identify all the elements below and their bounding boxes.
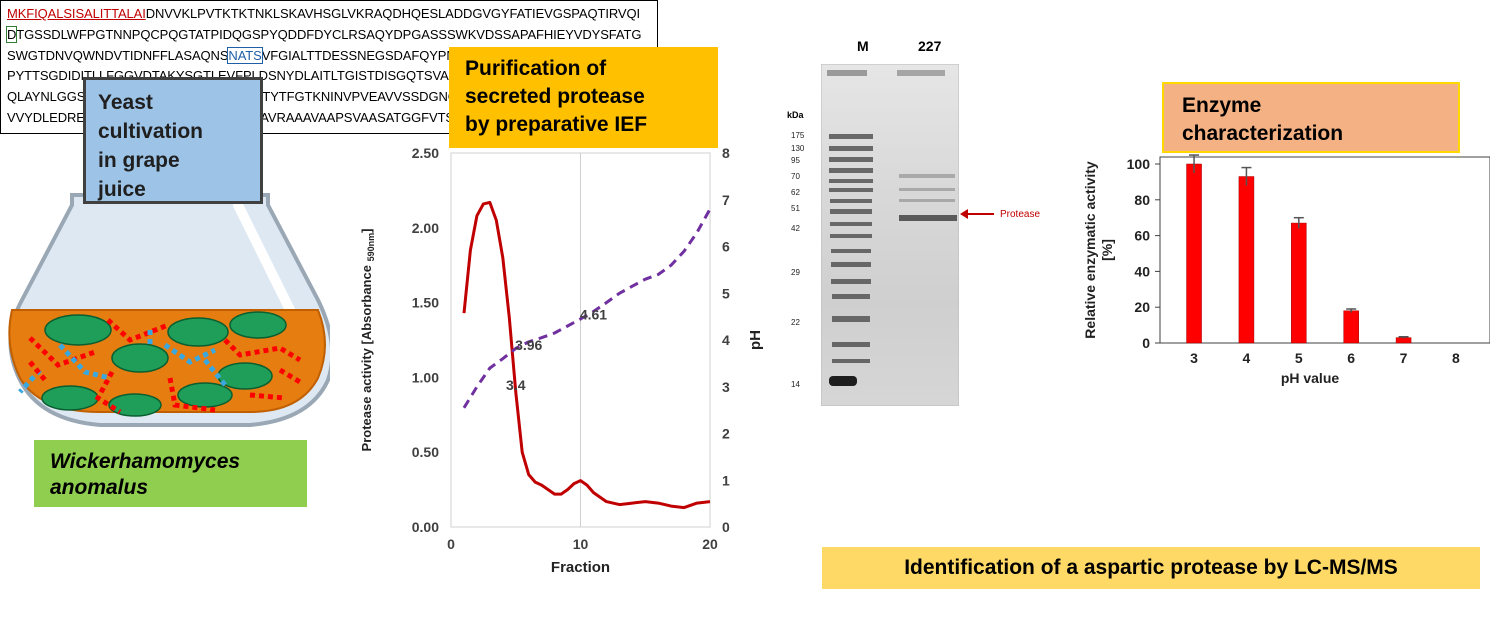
- y-tick-label: 80: [1134, 192, 1150, 208]
- sequence-highlight: MKFIQALSISALITTALAI: [7, 6, 146, 21]
- y-axis-label: Protease activity [Absorbance 590nm]: [359, 229, 376, 452]
- x-tick-label: 5: [1295, 350, 1303, 366]
- bar: [1343, 310, 1359, 344]
- protease-band-label: Protease: [1000, 209, 1041, 220]
- bar: [1186, 163, 1202, 344]
- sequence-highlight: D: [5, 25, 18, 43]
- ph-gradient-line: [462, 208, 712, 409]
- enzyme-title: Enzyme characterization: [1162, 82, 1460, 153]
- x-tick-label: 4: [1243, 350, 1251, 366]
- x-axis-label: pH value: [1281, 370, 1340, 386]
- y-tick-label: 100: [1127, 156, 1151, 172]
- gel-marker-label: 175: [791, 131, 805, 140]
- gel-bands: [820, 63, 960, 407]
- sequence-segment: TGSSDLWFPGTNNPQCPQGTATPIDQGSPYQDDFDYCLRS…: [16, 26, 642, 42]
- x-axis-label: Fraction: [551, 559, 610, 576]
- gel-marker-label: 70: [791, 172, 800, 181]
- sequence-line: DTGSSDLWFPGTNNPQCPQGTATPIDQGSPYQDDFDYCLR…: [5, 25, 651, 46]
- gel-marker-label: 29: [791, 268, 800, 277]
- cultivation-line: Yeast: [98, 91, 153, 114]
- y-axis-label: [%]: [1099, 239, 1115, 261]
- cultivation-label: Yeast cultivation in grape juice: [83, 77, 263, 204]
- ph-activity-chart: 0 20 40 60 80 100 3 4 5 6 7 8 pH value Relative enzym…: [1082, 154, 1490, 386]
- ief-chart: 0.00 0.50 1.00 1.50 2.00 2.50 0 1 2 3 4 5 6 7 8 0 10 20 Fr…: [359, 145, 764, 576]
- protease-activity-line: [462, 200, 711, 510]
- bar: [1238, 176, 1255, 344]
- cultivation-line: in grape: [98, 149, 180, 172]
- cultivation-line: cultivation: [98, 120, 204, 143]
- sequence-segment: DNVVKLPVTKTKTNKLSKAVHSGLVKRAQDHQESLADDGV…: [145, 6, 640, 21]
- enzyme-title-line: characterization: [1182, 122, 1344, 145]
- flask-illustration: [8, 193, 330, 427]
- species-label: Wickerhamomyces anomalus: [34, 440, 307, 507]
- y2-tick-label: 0: [722, 519, 730, 535]
- sds-page-gel: [820, 63, 960, 407]
- gel-marker-label: 14: [791, 380, 800, 389]
- ph-annotation: 3.4: [506, 377, 526, 393]
- gel-unit-label: kDa: [787, 110, 804, 120]
- gel-marker-label: 51: [791, 204, 800, 213]
- cultivation-line: juice: [98, 178, 146, 201]
- gel-marker-label: 62: [791, 188, 800, 197]
- x-tick-label: 10: [573, 536, 589, 552]
- y2-axis-label: pH: [747, 330, 764, 350]
- species-line: Wickerhamomyces: [50, 450, 241, 473]
- gel-lane-label-sample: 227: [918, 38, 942, 54]
- y2-tick-label: 7: [722, 192, 730, 208]
- y2-tick-label: 8: [722, 145, 730, 161]
- y-tick-label: 1.00: [412, 369, 439, 385]
- plot-area: [1159, 156, 1490, 344]
- species-line: anomalus: [50, 476, 149, 499]
- y-tick-label: 0.00: [412, 519, 439, 535]
- y-tick-label: 1.50: [412, 295, 439, 311]
- purification-title: Purification of secreted protease by pre…: [449, 47, 718, 148]
- x-tick-label: 6: [1347, 350, 1355, 366]
- y2-tick-label: 6: [722, 239, 730, 255]
- gel-marker-label: 95: [791, 156, 800, 165]
- y2-tick-label: 4: [722, 332, 730, 348]
- y-tick-label: 60: [1134, 228, 1150, 244]
- y-tick-label: 40: [1134, 263, 1150, 279]
- yeast-cells: [41, 311, 287, 417]
- y-tick-label: 2.50: [412, 145, 439, 161]
- identification-title: Identification of a aspartic protease by…: [822, 547, 1480, 589]
- protease-arrow-icon: [960, 209, 994, 219]
- ph-annotation: 4.61: [580, 306, 607, 322]
- y2-tick-label: 2: [722, 426, 730, 442]
- bar: [1291, 222, 1307, 344]
- y-axis-label: Relative enzymatic activity: [1082, 161, 1098, 339]
- x-tick-label: 3: [1190, 350, 1198, 366]
- y2-tick-label: 5: [722, 285, 730, 301]
- x-tick-label: 0: [447, 536, 455, 552]
- gel-lane-label-m: M: [857, 38, 869, 54]
- purification-title-line: by preparative IEF: [465, 113, 648, 136]
- gel-marker-label: 42: [791, 224, 800, 233]
- y2-tick-label: 1: [722, 472, 730, 488]
- x-tick-label: 20: [702, 536, 718, 552]
- y-tick-label: 0.50: [412, 444, 439, 460]
- enzyme-title-line: Enzyme: [1182, 94, 1262, 117]
- sequence-highlight: NATS: [227, 46, 263, 64]
- sequence-line: MKFIQALSISALITTALAIDNVVKLPVTKTKTNKLSKAVH…: [7, 4, 651, 25]
- purification-title-line: Purification of: [465, 57, 607, 80]
- sequence-segment: SWGTDNVQWNDVTIDNFFLASAQNS: [7, 47, 229, 63]
- x-tick-label: 8: [1452, 350, 1460, 366]
- x-tick-label: 7: [1400, 350, 1408, 366]
- y2-tick-label: 3: [722, 379, 730, 395]
- gel-marker-label: 22: [791, 318, 800, 327]
- protein-chains: [18, 318, 302, 415]
- purification-title-line: secreted protease: [465, 85, 645, 108]
- y-tick-label: 0: [1142, 335, 1150, 351]
- y-tick-label: 2.00: [412, 220, 439, 236]
- y-tick-label: 20: [1134, 299, 1150, 315]
- ph-annotation: 3.96: [515, 337, 542, 353]
- gel-marker-label: 130: [791, 144, 805, 153]
